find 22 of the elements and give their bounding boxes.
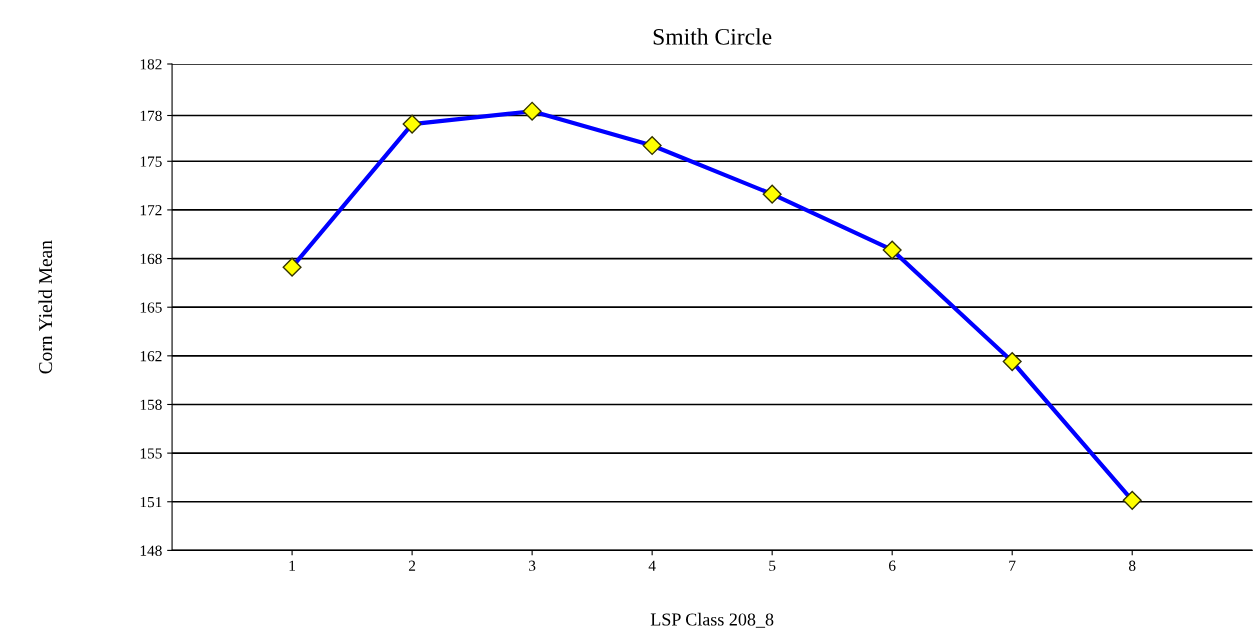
x-tick-label: 7 <box>1009 560 1016 571</box>
y-tick-label: 158 <box>140 399 162 410</box>
y-tick-label: 151 <box>140 496 162 508</box>
y-tick-label: 148 <box>140 545 162 556</box>
x-tick-label: 5 <box>769 560 776 571</box>
x-axis-title: LSP Class 208_8 <box>650 612 774 628</box>
y-tick-label: 162 <box>140 351 162 362</box>
x-tick-label: 6 <box>889 560 896 571</box>
y-tick-label: 178 <box>140 110 162 121</box>
y-tick-label: 182 <box>140 59 162 70</box>
y-tick-label: 168 <box>140 253 162 265</box>
x-tick-label: 2 <box>408 560 416 571</box>
x-tick-label: 1 <box>289 560 295 571</box>
y-tick-label: 155 <box>140 448 162 459</box>
x-tick-label: 3 <box>529 560 536 571</box>
y-axis-title: Corn Yield Mean <box>38 240 53 374</box>
x-tick-label: 4 <box>648 560 656 571</box>
y-tick-label: 175 <box>140 156 162 167</box>
chart-title: Smith Circle <box>653 28 772 45</box>
x-tick-label: 8 <box>1128 560 1136 571</box>
y-tick-label: 172 <box>140 205 162 216</box>
y-tick-label: 165 <box>140 302 162 313</box>
